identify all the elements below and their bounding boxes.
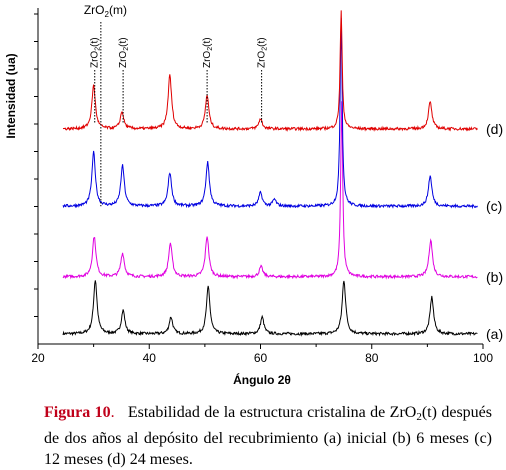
caption-period: . [110, 404, 115, 421]
annotation-label: ZrO2(m) [84, 3, 127, 19]
annotation-label: ZrO2(t) [118, 37, 130, 68]
series-line-0 [62, 280, 478, 337]
annotation-label: ZrO2(t) [257, 37, 269, 68]
series-line-3 [62, 10, 478, 132]
x-axis-title: Ángulo 2θ [233, 372, 291, 387]
series-label: (b) [486, 269, 503, 285]
series-label: (c) [486, 198, 502, 214]
x-tick-label: 40 [143, 351, 157, 365]
series-label: (a) [486, 326, 503, 342]
x-tick-label: 20 [31, 351, 45, 365]
xrd-chart: 20 40 60 80 100 Ángulo 2θ Intensidad (ua) (a) (b… [4, 3, 503, 387]
annotation-label: ZrO2(t) [90, 37, 102, 68]
y-axis-title: Intensidad (ua) [4, 53, 18, 138]
series-line-2 [62, 17, 478, 210]
annotation-label: ZrO2(t) [202, 37, 214, 68]
caption-label: Figura 10 [44, 404, 111, 421]
caption-text-2: (t) después de dos años al depósito del … [44, 404, 493, 468]
series-line-1 [62, 101, 478, 280]
x-tick-label: 60 [254, 351, 268, 365]
series-label: (d) [486, 121, 503, 137]
x-tick-label: 80 [365, 351, 379, 365]
caption-subscript: 2 [416, 411, 422, 423]
caption-text-1: Estabilidad de la estructura cristalina … [127, 404, 417, 421]
figure-caption: Figura 10. Estabilidad de la estructura … [44, 402, 492, 470]
x-tick-label: 100 [473, 351, 493, 365]
